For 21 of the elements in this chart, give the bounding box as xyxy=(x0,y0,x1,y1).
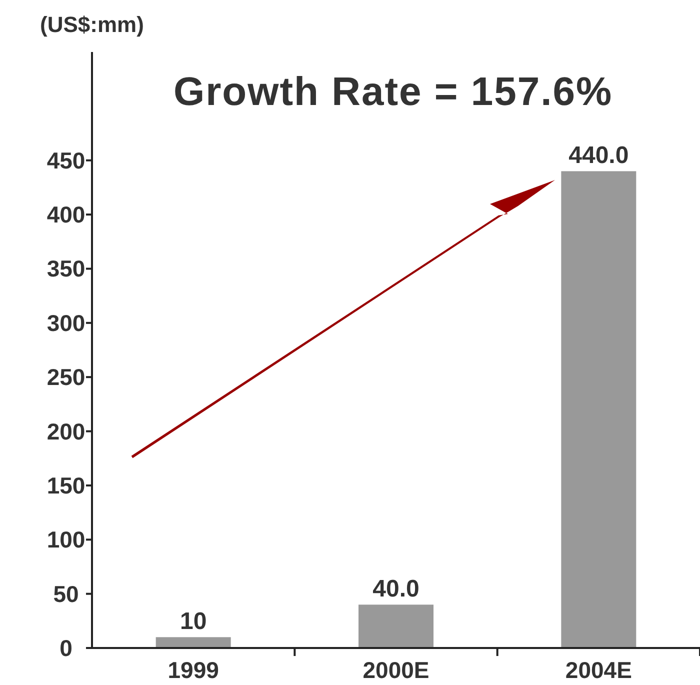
y-tick-label: 250 xyxy=(46,364,86,390)
y-tick-label: 200 xyxy=(46,418,86,444)
data-label: 10 xyxy=(180,608,207,636)
x-tick-label: 2004E xyxy=(565,657,632,683)
y-tick-label: 350 xyxy=(46,256,86,282)
y-tick-label: 50 xyxy=(53,580,79,607)
data-label: 440.0 xyxy=(568,142,629,170)
y-tick-label: 400 xyxy=(46,202,86,228)
y-tick-label: 300 xyxy=(46,310,86,336)
y-tick-label: 100 xyxy=(46,526,86,553)
bar xyxy=(156,637,231,648)
x-tick-label: 1999 xyxy=(168,657,219,683)
y-tick-label: 0 xyxy=(60,635,72,661)
x-tick-label: 2000E xyxy=(362,657,430,683)
text: Growth Rate = 157.6% xyxy=(173,70,613,114)
y-axis-title: (US$:mm) xyxy=(40,12,144,37)
bar xyxy=(561,171,636,648)
bar xyxy=(358,604,434,648)
y-tick-label: 150 xyxy=(46,472,86,498)
data-label: 40.0 xyxy=(372,576,420,603)
y-tick-label: 450 xyxy=(46,147,86,174)
